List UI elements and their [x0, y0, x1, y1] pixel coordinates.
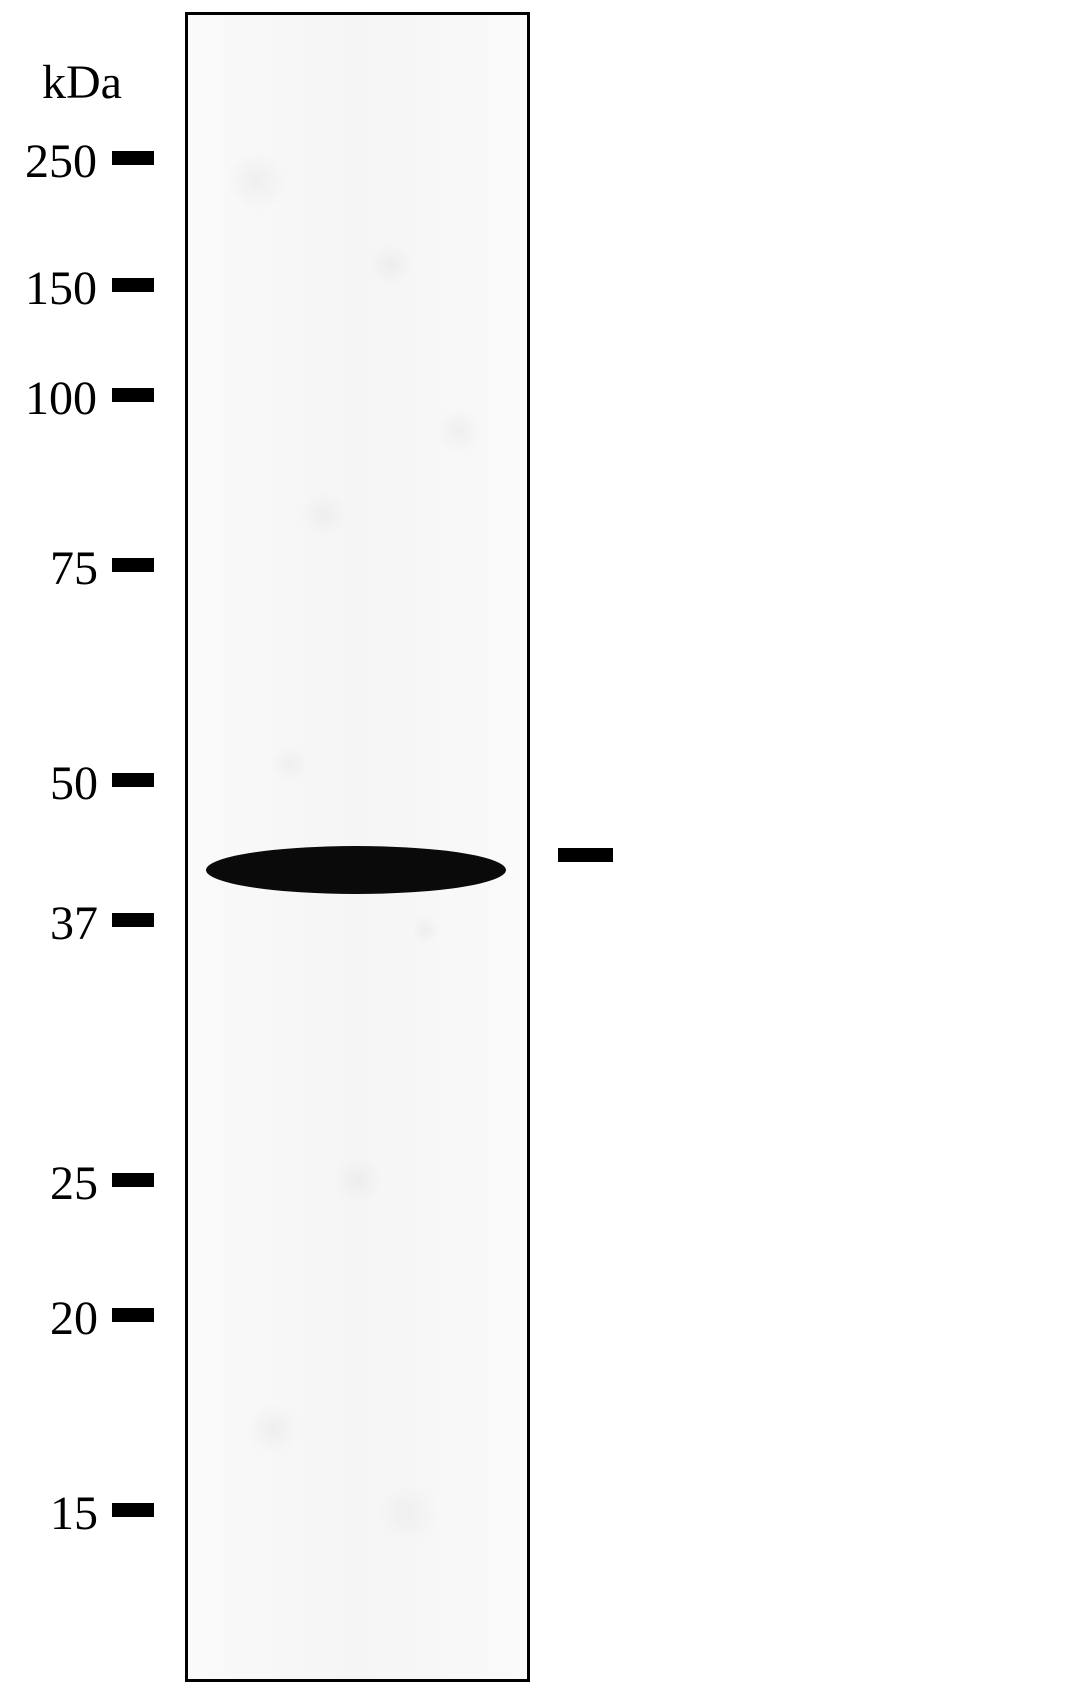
mw-label-75: 75: [50, 541, 98, 596]
mw-dash-37: [112, 913, 154, 927]
mw-label-20: 20: [50, 1291, 98, 1346]
target-marker-dash: [558, 848, 613, 862]
unit-label: kDa: [42, 55, 122, 110]
mw-dash-20: [112, 1308, 154, 1322]
mw-dash-75: [112, 558, 154, 572]
mw-label-15: 15: [50, 1486, 98, 1541]
mw-dash-100: [112, 388, 154, 402]
mw-dash-50: [112, 773, 154, 787]
mw-label-150: 150: [25, 261, 97, 316]
mw-dash-25: [112, 1173, 154, 1187]
western-blot-figure: kDa 250 150 100 75 50 37 25 20 15: [0, 0, 1080, 1695]
mw-label-250: 250: [25, 134, 97, 189]
mw-dash-15: [112, 1503, 154, 1517]
mw-label-50: 50: [50, 756, 98, 811]
mw-label-100: 100: [25, 371, 97, 426]
lane-background: [188, 15, 527, 1679]
mw-dash-150: [112, 278, 154, 292]
protein-band: [206, 846, 506, 894]
mw-label-25: 25: [50, 1156, 98, 1211]
blot-lane: [185, 12, 530, 1682]
mw-dash-250: [112, 151, 154, 165]
mw-label-37: 37: [50, 896, 98, 951]
